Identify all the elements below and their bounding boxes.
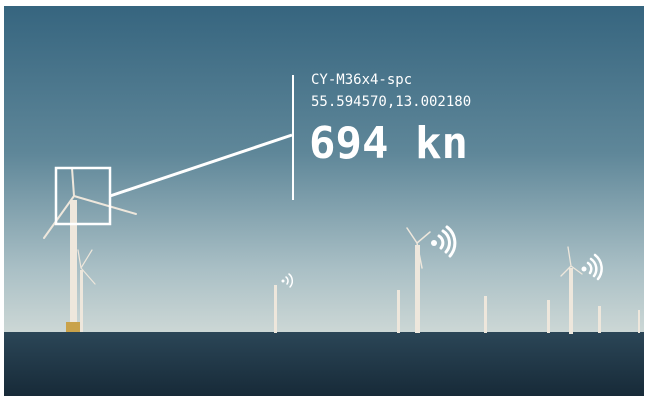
turbine-tower [397,290,400,333]
turbine-tower [547,300,550,333]
turbine-base [66,322,80,332]
turbine-tower [415,245,420,333]
turbine-tower [80,270,83,332]
scene: CY-M36x4-spc 55.594570,13.002180 694 kn [0,0,648,401]
sea [4,332,644,396]
turbine-tower [638,310,640,333]
coordinates: 55.594570,13.002180 [311,94,471,110]
turbine-tower [70,200,77,332]
wind-reading: 694 kn [309,118,468,169]
turbine-tower [484,296,487,333]
turbine-tower [274,285,277,333]
device-id: CY-M36x4-spc [311,72,412,88]
page: {"overlay": {"device_id": "CY-M36x4-spc"… [0,0,648,401]
sky [4,6,644,334]
turbine-tower [569,268,573,334]
turbine-tower [598,306,601,333]
